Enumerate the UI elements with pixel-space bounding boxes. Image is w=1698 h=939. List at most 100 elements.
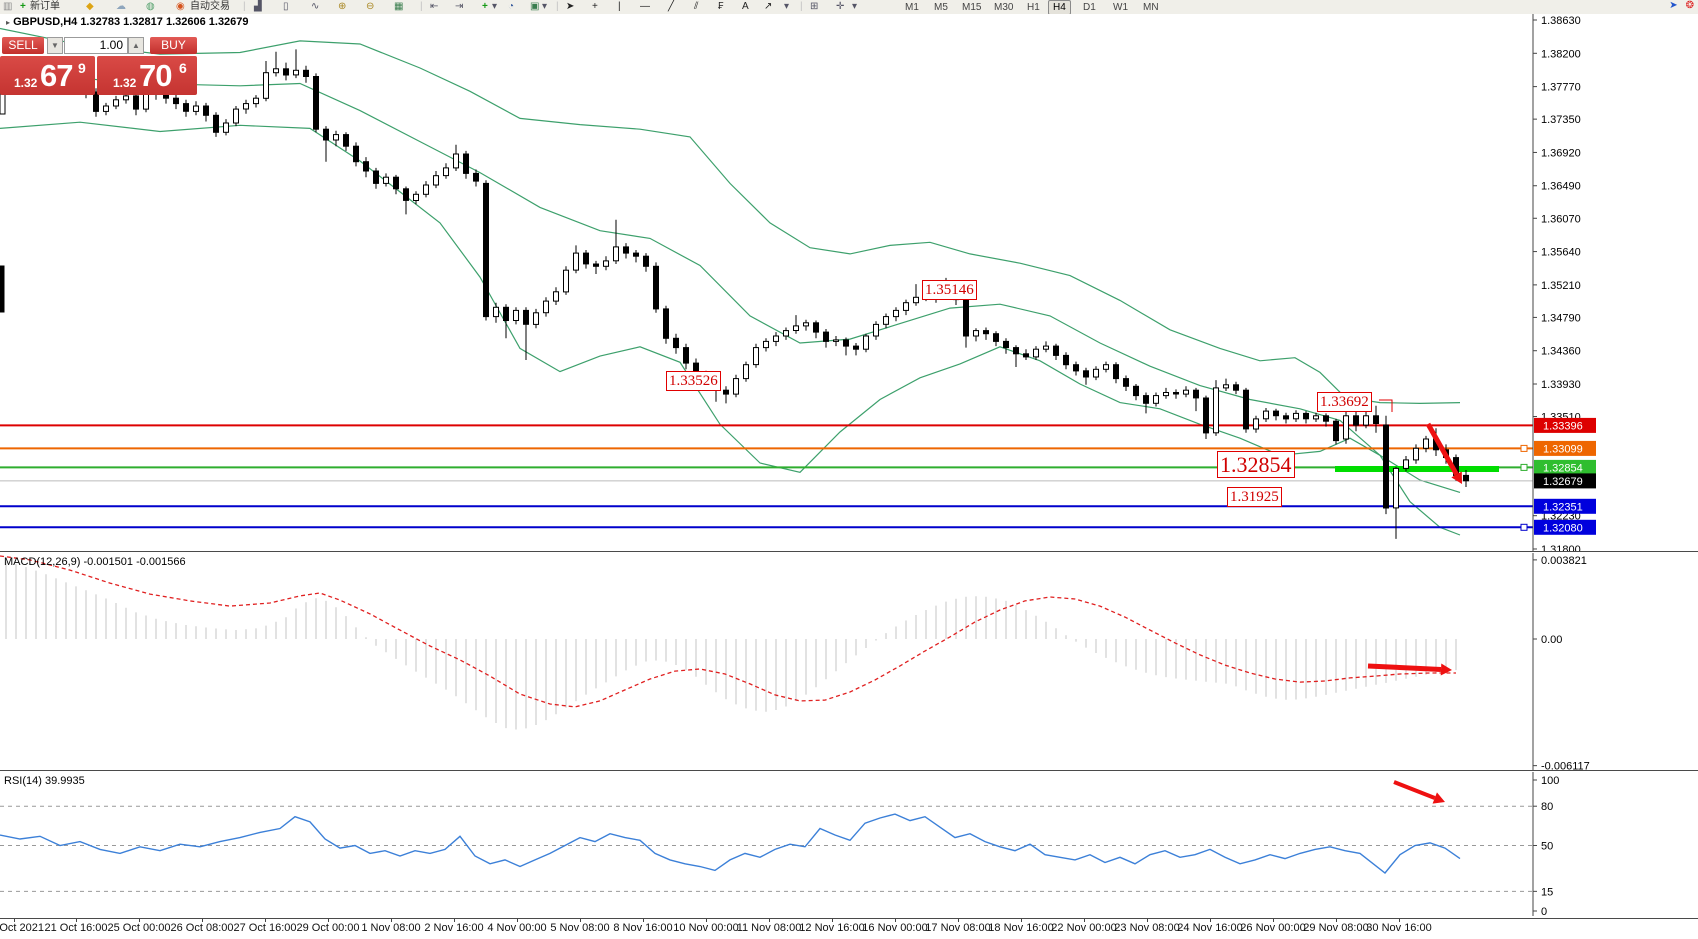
- support-highlight-bar[interactable]: [1335, 466, 1499, 472]
- price-tag: [1534, 498, 1596, 514]
- candle: [183, 99, 189, 117]
- candle: [363, 157, 369, 178]
- autotrade-icon[interactable]: ◉: [176, 1, 185, 12]
- feedback-bubble-icon[interactable]: ❂: [1685, 0, 1694, 11]
- bollinger-upper: [0, 27, 1461, 405]
- sell-button[interactable]: SELL: [2, 37, 44, 54]
- chart-shift-icon[interactable]: ⇤: [430, 1, 439, 12]
- signal-icon[interactable]: ◍: [146, 1, 155, 12]
- timeframe-m30[interactable]: M30: [994, 2, 1014, 13]
- indicator-dropdown-icon[interactable]: ▾: [492, 1, 498, 12]
- one-click-trade-panel: SELL ▼ 1.00 ▲ BUY 1.32 67 9 1.32 70 6: [0, 37, 198, 109]
- price-annotation-132854: 1.32854: [1217, 451, 1295, 478]
- price-axis-label: 1.36070: [1541, 213, 1581, 225]
- crosshair-icon[interactable]: +: [592, 1, 598, 12]
- rsi-indicator-pane[interactable]: 100 80 50 15 0 RSI(14) 39.9935: [0, 772, 1698, 916]
- sell-price-box[interactable]: 1.32 67 9: [0, 56, 95, 95]
- candle: [473, 169, 479, 187]
- zoom-in-icon[interactable]: ⊕: [338, 1, 347, 12]
- channel-tool-icon[interactable]: ⫽: [694, 1, 699, 12]
- time-axis-label: 18 Nov 16:00: [988, 922, 1054, 934]
- lot-decrease-button[interactable]: ▼: [47, 37, 63, 54]
- arrow-tool-icon[interactable]: ↗: [764, 1, 773, 12]
- timeframe-m5[interactable]: M5: [934, 2, 948, 13]
- text-tool-icon[interactable]: A: [742, 1, 749, 12]
- cloud-icon[interactable]: ☁: [116, 1, 126, 12]
- candle-chart-icon[interactable]: ▯: [283, 1, 289, 12]
- candle: [523, 307, 529, 360]
- candle: [403, 186, 409, 215]
- autotrade-label[interactable]: 自动交易: [190, 1, 230, 12]
- hline-tool-icon[interactable]: —: [640, 1, 650, 12]
- candle: [823, 329, 829, 348]
- shapes-dropdown-icon[interactable]: ▾: [784, 1, 790, 12]
- tile-windows-icon[interactable]: ▦: [394, 1, 404, 12]
- fibonacci-tool-icon[interactable]: ₣: [718, 1, 724, 12]
- time-axis-label: 8 Nov 16:00: [613, 922, 673, 934]
- candle: [313, 73, 319, 133]
- line-chart-icon[interactable]: ∿: [311, 1, 320, 12]
- gold-icon[interactable]: ◆: [86, 1, 94, 12]
- candle: [873, 321, 879, 340]
- buy-button[interactable]: BUY: [150, 37, 197, 54]
- hline-handle[interactable]: [1520, 444, 1528, 452]
- bar-chart-icon[interactable]: ▟: [254, 1, 262, 12]
- timeframe-h1[interactable]: H1: [1027, 2, 1040, 13]
- timeframe-w1[interactable]: W1: [1113, 2, 1128, 13]
- timeframe-d1[interactable]: D1: [1083, 2, 1096, 13]
- template-dropdown-icon[interactable]: ▾: [542, 1, 548, 12]
- time-tick: [139, 919, 140, 922]
- candle: [1163, 387, 1169, 399]
- whatsnew-icon[interactable]: ➤: [1669, 0, 1678, 11]
- candle: [1053, 343, 1059, 360]
- cursor-icon[interactable]: ➤: [566, 1, 575, 12]
- price-chart-canvas[interactable]: 1.38630 1.38200 1.37770 1.37350 1.36920 1.364…: [0, 14, 1698, 551]
- lot-size-input[interactable]: 1.00: [64, 37, 128, 54]
- template-icon[interactable]: ▣: [530, 1, 540, 12]
- trendline-tool-icon[interactable]: ╱: [668, 1, 675, 12]
- add-indicator-icon[interactable]: +: [482, 1, 488, 12]
- price-chart-pane[interactable]: 1.38630 1.38200 1.37770 1.37350 1.36920 1.364…: [0, 14, 1698, 551]
- rsi-canvas: 100 80 50 15 0: [0, 772, 1559, 916]
- macd-indicator-pane[interactable]: 0.003821 0.00 -0.006117 MACD(12,26,9) -0.0…: [0, 553, 1698, 770]
- candle: [1013, 345, 1019, 367]
- price-tag-label: 1.32080: [1543, 522, 1583, 534]
- time-tick: [454, 919, 455, 922]
- hline-handle[interactable]: [1520, 523, 1528, 531]
- time-axis-label: 4 Nov 00:00: [487, 922, 547, 934]
- move-icon[interactable]: ✛: [836, 1, 845, 12]
- lot-increase-button[interactable]: ▲: [128, 37, 144, 54]
- timeframe-mn[interactable]: MN: [1143, 2, 1159, 13]
- period-clock-icon[interactable]: ◔: [508, 1, 515, 12]
- timeframe-h4[interactable]: H4: [1048, 0, 1071, 14]
- chart-list-icon[interactable]: ▥: [3, 1, 13, 12]
- auto-scroll-icon[interactable]: ⇥: [455, 1, 464, 12]
- candle: [1243, 387, 1249, 433]
- new-order-label[interactable]: 新订单: [30, 1, 60, 12]
- candle: [283, 62, 289, 81]
- more-dropdown-icon[interactable]: ▾: [852, 1, 858, 12]
- grid-icon[interactable]: ⊞: [810, 1, 819, 12]
- candle: [1413, 444, 1419, 464]
- vline-tool-icon[interactable]: |: [618, 1, 621, 12]
- time-tick: [580, 919, 581, 922]
- zoom-out-icon[interactable]: ⊖: [366, 1, 375, 12]
- timeframe-m15[interactable]: M15: [962, 2, 982, 13]
- candle: [1103, 361, 1109, 373]
- time-tick: [1210, 919, 1211, 922]
- buy-price-box[interactable]: 1.32 70 6: [97, 56, 197, 95]
- rsi-line: [0, 813, 1461, 874]
- candle: [463, 150, 469, 179]
- time-axis-label: 23 Nov 08:00: [1114, 922, 1180, 934]
- annotation-connector: [1379, 399, 1393, 412]
- time-tick: [1021, 919, 1022, 922]
- new-order-plus-icon[interactable]: +: [20, 1, 26, 12]
- candle: [1113, 362, 1119, 384]
- time-tick: [76, 919, 77, 922]
- candle: [843, 337, 849, 356]
- hline-handle[interactable]: [1520, 463, 1528, 471]
- timeframe-m1[interactable]: M1: [905, 2, 919, 13]
- candle: [893, 307, 899, 322]
- candle: [623, 243, 629, 259]
